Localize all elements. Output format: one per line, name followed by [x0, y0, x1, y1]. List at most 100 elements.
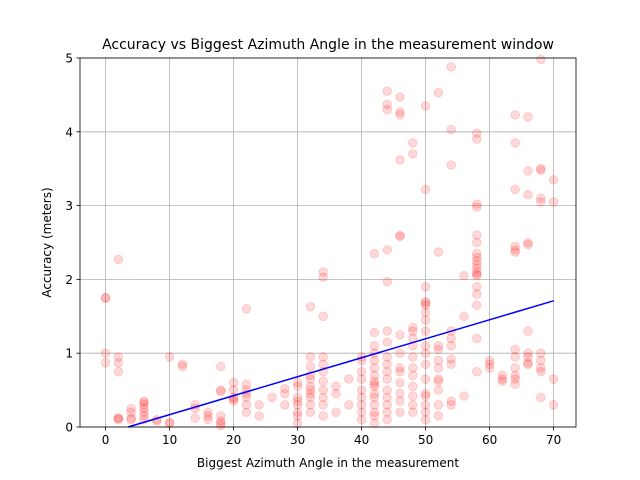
data-point: [395, 363, 405, 373]
data-point: [113, 413, 124, 423]
data-point: [318, 267, 329, 277]
data-point: [382, 352, 393, 362]
trend-line: [127, 300, 554, 428]
data-point: [510, 241, 521, 251]
data-point: [382, 86, 393, 97]
data-point: [472, 267, 482, 277]
data-point: [228, 377, 239, 388]
data-point: [305, 374, 316, 384]
data-point: [382, 407, 393, 418]
data-point: [356, 385, 367, 395]
axis-ticks: 0 10 20 30 40 50 60 70 0 1 2 3 4 5: [65, 52, 561, 448]
data-point: [369, 407, 380, 418]
data-point: [510, 110, 521, 120]
data-point: [113, 352, 124, 362]
data-point: [523, 348, 533, 359]
data-point: [446, 396, 457, 406]
data-point: [408, 391, 418, 401]
data-point: [433, 87, 444, 98]
data-point: [126, 407, 136, 418]
data-point: [536, 165, 546, 175]
data-point: [369, 341, 380, 351]
data-point: [420, 184, 431, 195]
data-point: [472, 300, 482, 311]
data-point: [113, 357, 124, 368]
data-point: [292, 407, 303, 418]
data-point: [472, 333, 482, 344]
data-point: [177, 359, 188, 370]
trend-line-group: [127, 300, 554, 428]
data-point: [433, 376, 444, 387]
data-point: [472, 269, 482, 280]
data-point: [100, 293, 111, 303]
data-point: [395, 329, 405, 340]
data-point: [203, 407, 213, 418]
data-point: [433, 344, 444, 355]
data-point: [344, 400, 354, 410]
data-point: [228, 396, 239, 406]
data-point: [420, 307, 431, 318]
data-point: [292, 377, 303, 388]
data-point: [484, 363, 495, 373]
data-point: [369, 370, 380, 381]
data-point: [523, 352, 533, 362]
data-point: [420, 296, 431, 307]
data-point: [510, 138, 521, 148]
data-point: [433, 363, 444, 373]
data-point: [420, 414, 431, 425]
x-axis-label: Biggest Azimuth Angle in the measurement: [197, 456, 459, 470]
data-point: [369, 379, 380, 389]
data-point: [510, 184, 521, 195]
data-point: [164, 418, 175, 429]
y-tick-label: 2: [65, 273, 73, 287]
data-point: [318, 392, 329, 403]
data-point: [305, 388, 316, 399]
data-point: [510, 379, 521, 389]
data-point: [472, 134, 482, 144]
data-point: [484, 359, 495, 370]
data-point: [472, 366, 482, 377]
data-point: [254, 411, 265, 421]
data-point: [382, 99, 393, 110]
data-point: [523, 239, 533, 250]
data-point: [446, 124, 457, 135]
data-point: [472, 259, 482, 270]
data-point: [395, 348, 405, 359]
data-point: [395, 407, 405, 418]
data-point: [548, 374, 559, 384]
data-point: [420, 388, 431, 399]
data-point: [446, 400, 457, 410]
data-point: [356, 400, 367, 410]
data-point: [100, 357, 111, 368]
data-point: [420, 348, 431, 359]
data-point: [216, 416, 226, 426]
data-point: [459, 391, 469, 401]
data-point: [216, 411, 226, 421]
x-tick-label: 60: [482, 433, 497, 447]
data-point: [408, 400, 418, 410]
data-point: [395, 231, 405, 242]
data-point: [382, 414, 393, 425]
data-point: [177, 361, 188, 372]
data-point: [395, 396, 405, 406]
data-point: [420, 391, 431, 401]
data-point: [305, 352, 316, 362]
data-point: [408, 370, 418, 381]
data-point: [395, 230, 405, 240]
data-point: [433, 385, 444, 395]
data-point: [472, 252, 482, 263]
data-point: [305, 301, 316, 312]
data-point: [331, 407, 341, 418]
data-point: [433, 341, 444, 351]
data-point: [241, 400, 252, 410]
data-point: [536, 348, 546, 359]
y-tick-label: 3: [65, 199, 73, 213]
data-point: [433, 355, 444, 366]
data-point: [472, 263, 482, 274]
data-point: [548, 400, 559, 410]
data-point: [139, 396, 149, 406]
data-point: [331, 381, 341, 392]
data-point: [408, 352, 418, 362]
data-point: [113, 413, 124, 423]
data-point: [203, 411, 213, 421]
